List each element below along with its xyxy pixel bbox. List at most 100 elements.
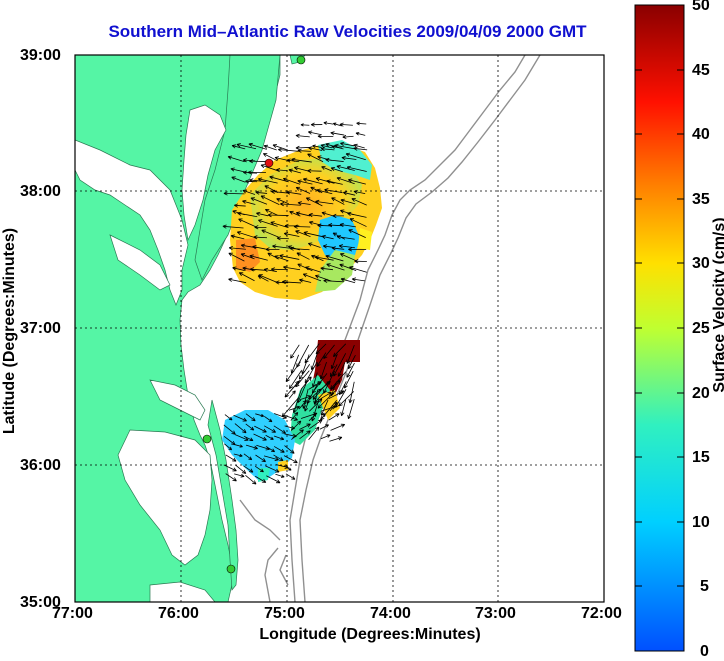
- velocity-arrow: [297, 263, 313, 272]
- site-marker: [296, 55, 306, 65]
- velocity-arrow: [263, 144, 277, 151]
- velocity-arrow: [329, 436, 343, 442]
- velocity-arrow: [254, 425, 267, 433]
- velocity-arrow: [321, 166, 333, 172]
- velocity-arrow: [339, 222, 357, 228]
- colorbar-tick-label: 35: [692, 191, 710, 208]
- velocity-arrow: [316, 352, 327, 367]
- velocity-arrow: [249, 159, 267, 164]
- velocity-arrow: [238, 272, 255, 282]
- velocity-arrow: [296, 252, 310, 260]
- velocity-arrow: [236, 231, 256, 239]
- velocity-arrow: [265, 446, 276, 453]
- velocity-arrow: [293, 224, 311, 229]
- velocity-arrow: [295, 211, 311, 217]
- velocity-arrow: [308, 426, 320, 441]
- velocity-arrow: [308, 381, 322, 390]
- velocity-arrow: [291, 420, 302, 431]
- velocity-arrow: [346, 344, 355, 364]
- velocity-arrow: [252, 245, 266, 250]
- velocity-arrow: [340, 198, 356, 205]
- colorbar-tick-label: 50: [692, 0, 710, 14]
- map-title: Southern Mid–Atlantic Raw Velocities 200…: [108, 22, 587, 41]
- velocity-arrow: [224, 414, 233, 421]
- velocity-arrow: [231, 144, 246, 150]
- velocity-arrow: [285, 473, 296, 480]
- velocity-arrow: [323, 278, 344, 283]
- velocity-arrow: [225, 454, 237, 462]
- chesapeake-bay: [75, 104, 227, 602]
- velocity-arrow: [346, 362, 355, 378]
- velocity-arrow: [228, 277, 247, 284]
- velocity-arrow: [341, 155, 357, 161]
- velocity-arrow: [302, 177, 323, 185]
- velocity-arrow: [332, 213, 344, 218]
- velocity-arrow: [347, 398, 355, 420]
- velocity-arrow: [309, 398, 323, 412]
- velocity-arrow: [284, 445, 295, 454]
- velocity-arrow: [267, 213, 289, 218]
- velocity-arrow: [291, 429, 304, 440]
- velocity-arrow: [336, 176, 355, 185]
- velocity-arrow: [230, 167, 247, 173]
- velocity-arrow: [243, 435, 254, 441]
- y-tick-label: 35:00: [20, 594, 61, 611]
- velocity-arrow: [225, 473, 237, 482]
- velocity-arrow: [278, 147, 299, 152]
- velocity-arrow: [295, 186, 311, 194]
- velocity-arrow: [260, 164, 280, 172]
- velocity-arrow: [283, 465, 292, 471]
- velocity-arrow: [264, 209, 278, 216]
- velocity-arrow: [234, 473, 245, 478]
- velocity-arrow: [223, 464, 237, 472]
- velocity-arrow: [328, 390, 345, 400]
- velocity-arrow: [309, 388, 322, 400]
- velocity-arrow: [263, 455, 279, 461]
- velocity-arrow: [325, 157, 344, 163]
- velocity-arrow: [264, 185, 279, 193]
- velocity-arrow: [233, 414, 247, 422]
- velocity-arrow: [338, 391, 355, 407]
- velocity-arrow: [303, 231, 323, 237]
- velocity-arrow: [347, 355, 356, 370]
- velocity-arrow: [315, 343, 327, 355]
- velocity-arrow: [331, 197, 345, 205]
- velocity-arrow: [339, 263, 357, 271]
- velocity-arrow: [245, 444, 258, 450]
- velocity-arrow: [300, 123, 310, 127]
- velocity-arrow: [310, 186, 323, 194]
- velocity-arrow: [276, 236, 289, 241]
- velocity-arrow: [254, 225, 267, 230]
- velocity-arrow: [320, 380, 331, 390]
- velocity-arrow: [283, 455, 298, 464]
- velocity-arrow: [280, 202, 301, 207]
- velocity-arrow: [354, 259, 367, 264]
- colorbar-label: Surface Velocity (cm/s): [711, 217, 724, 393]
- velocity-arrow: [319, 361, 327, 380]
- x-tick-label: 75:00: [264, 605, 305, 622]
- velocity-arrow: [272, 144, 289, 151]
- velocity-arrow: [330, 353, 338, 370]
- velocity-arrow: [289, 246, 310, 251]
- velocity-arrow: [249, 178, 267, 183]
- velocity-arrow: [282, 177, 301, 185]
- velocity-arrow: [261, 229, 279, 238]
- velocity-arrow: [330, 423, 346, 431]
- x-tick-label: 72:00: [581, 605, 622, 622]
- velocity-arrow: [234, 434, 249, 441]
- velocity-arrow: [255, 475, 267, 483]
- velocity-arrow: [320, 143, 333, 149]
- velocity-arrow: [320, 391, 332, 400]
- velocity-arrow: [288, 405, 301, 411]
- colorbar-tick-label: 25: [692, 320, 710, 337]
- velocity-arrow: [295, 145, 310, 150]
- velocity-arrow: [320, 434, 331, 440]
- velocity-arrow: [336, 234, 355, 240]
- velocity-arrow: [299, 423, 311, 430]
- velocity-arrow: [321, 234, 334, 240]
- velocity-arrow: [339, 122, 353, 127]
- velocity-arrow: [242, 189, 256, 195]
- velocity-arrow: [247, 170, 266, 175]
- velocity-arrow: [255, 454, 266, 463]
- y-tick-label: 38:00: [20, 183, 61, 200]
